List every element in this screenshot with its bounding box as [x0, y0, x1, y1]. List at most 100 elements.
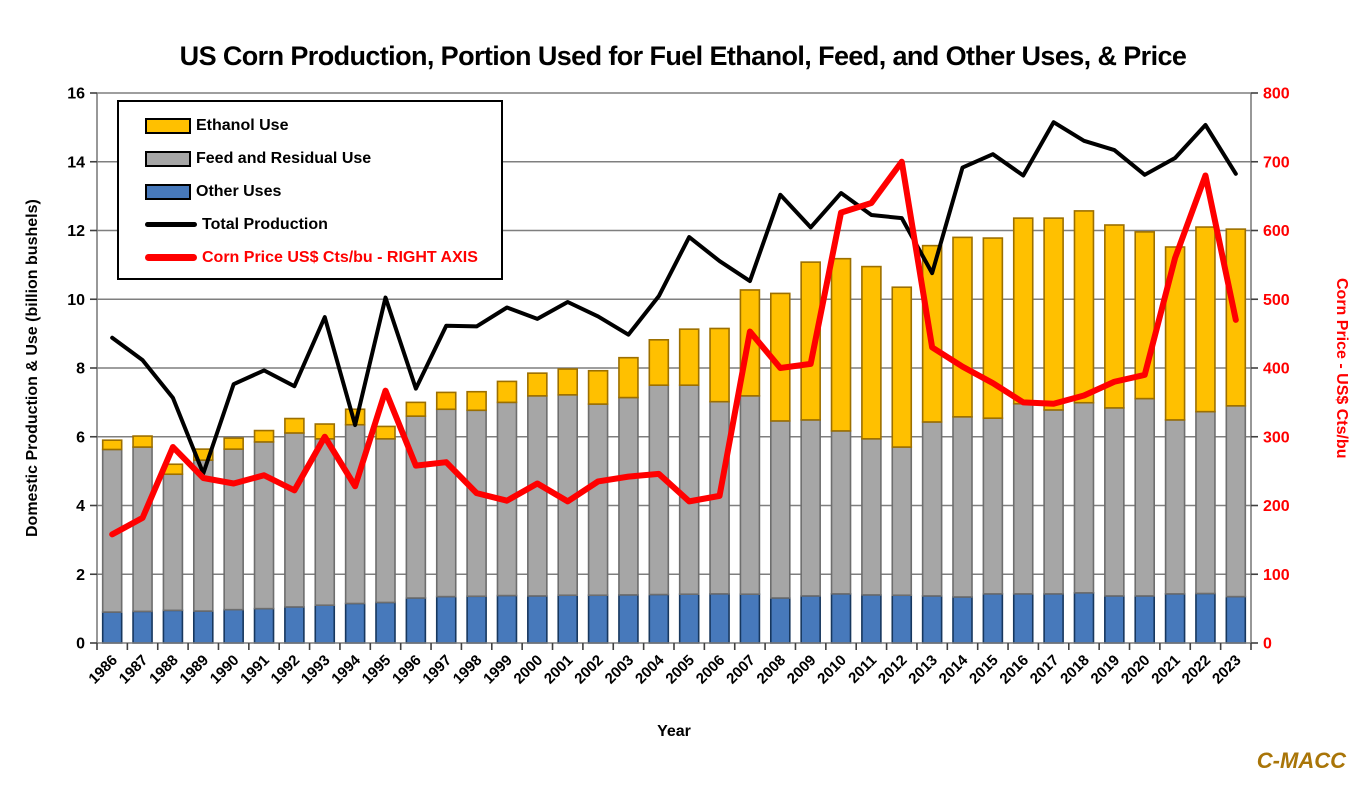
- x-axis-year-label: 2011: [845, 652, 880, 687]
- legend-box: Ethanol Use Feed and Residual Use Other Us…: [117, 100, 503, 280]
- bar-segment-feed-and-residual-use: [314, 438, 336, 606]
- x-axis-year-label: 2007: [723, 652, 759, 688]
- x-axis-year-label: 2021: [1148, 652, 1184, 688]
- bar-segment-other-uses: [830, 593, 852, 644]
- bar-segment-ethanol-use: [375, 425, 396, 440]
- x-axis-year-label: 1986: [85, 652, 121, 688]
- bar-segment-feed-and-residual-use: [284, 432, 305, 608]
- x-axis-year-label: 2019: [1088, 652, 1124, 688]
- bar-segment-other-uses: [375, 601, 396, 644]
- bar-segment-other-uses: [466, 595, 487, 644]
- bar-segment-ethanol-use: [253, 429, 275, 443]
- bar-segment-feed-and-residual-use: [162, 473, 184, 612]
- bar-segment-other-uses: [1073, 592, 1095, 644]
- x-axis-year-label: 1990: [207, 652, 243, 688]
- left-axis-title: Domestic Production & Use (billion bushe…: [24, 199, 41, 537]
- legend-item: Feed and Residual Use: [145, 142, 501, 175]
- watermark-logo: C-MACC: [1256, 748, 1346, 773]
- bar-segment-other-uses: [800, 595, 821, 644]
- bar-segment-feed-and-residual-use: [861, 438, 882, 596]
- x-axis-year-label: 2022: [1179, 652, 1215, 688]
- left-axis-tick-label: 4: [76, 498, 85, 515]
- x-axis-year-label: 1996: [389, 652, 425, 688]
- legend-line-swatch-total-production: [145, 222, 197, 227]
- bar-segment-feed-and-residual-use: [891, 446, 913, 597]
- bar-segment-other-uses: [648, 593, 670, 644]
- bar-segment-feed-and-residual-use: [1225, 405, 1247, 598]
- bar-segment-feed-and-residual-use: [1104, 407, 1125, 597]
- x-axis-year-label: 2023: [1209, 652, 1245, 688]
- bar-segment-other-uses: [618, 594, 639, 644]
- bar-segment-ethanol-use: [1104, 224, 1125, 409]
- bar-segment-ethanol-use: [952, 236, 973, 418]
- bar-segment-feed-and-residual-use: [648, 384, 670, 596]
- x-axis-year-label: 1997: [419, 652, 455, 688]
- bar-segment-other-uses: [1043, 593, 1064, 644]
- x-axis-title: Year: [657, 723, 691, 740]
- bar-segment-other-uses: [1134, 595, 1156, 644]
- bar-segment-other-uses: [162, 609, 184, 644]
- legend-label: Corn Price US$ Cts/bu - RIGHT AXIS: [202, 248, 478, 266]
- bar-segment-other-uses: [435, 595, 457, 644]
- x-axis-year-label: 1989: [176, 652, 212, 688]
- x-axis-year-label: 2004: [632, 651, 668, 687]
- bar-segment-ethanol-use: [891, 286, 913, 448]
- bar-segment-ethanol-use: [982, 237, 1004, 419]
- bar-segment-other-uses: [769, 597, 791, 644]
- x-axis-year-label: 1993: [298, 652, 334, 688]
- right-axis-tick-label: 500: [1263, 292, 1290, 309]
- x-axis-year-label: 2001: [541, 652, 577, 688]
- legend-item: Other Uses: [145, 175, 501, 208]
- bar-segment-other-uses: [982, 593, 1004, 644]
- legend-item: Corn Price US$ Cts/bu - RIGHT AXIS: [145, 241, 501, 274]
- bar-segment-ethanol-use: [1012, 217, 1034, 405]
- bar-segment-feed-and-residual-use: [1195, 410, 1216, 595]
- legend-line-swatch-corn-price-us-cts-bu-right-axis: [145, 254, 197, 261]
- bar-segment-feed-and-residual-use: [952, 416, 973, 598]
- bar-segment-other-uses: [678, 593, 700, 644]
- x-axis-year-label: 2008: [753, 652, 789, 688]
- bar-segment-ethanol-use: [800, 261, 821, 421]
- x-axis-year-label: 2016: [996, 652, 1032, 688]
- bar-segment-other-uses: [132, 610, 153, 644]
- right-axis-tick-label: 100: [1263, 567, 1290, 584]
- right-axis-tick-label: 200: [1263, 498, 1290, 515]
- x-axis-year-label: 2005: [662, 652, 698, 688]
- bar-segment-ethanol-use: [648, 339, 670, 386]
- bar-segment-feed-and-residual-use: [587, 403, 609, 597]
- bar-segment-feed-and-residual-use: [769, 420, 791, 599]
- x-axis-year-label: 1988: [146, 652, 182, 688]
- bar-segment-other-uses: [192, 610, 214, 644]
- right-axis-tick-label: 800: [1263, 86, 1290, 103]
- bar-segment-feed-and-residual-use: [982, 417, 1004, 595]
- x-axis-year-label: 2014: [936, 651, 972, 687]
- bar-segment-other-uses: [709, 593, 730, 644]
- bar-segment-other-uses: [952, 596, 973, 644]
- x-axis-year-label: 2002: [571, 652, 607, 688]
- bar-segment-ethanol-use: [1164, 246, 1186, 421]
- bar-segment-ethanol-use: [678, 328, 700, 386]
- bar-segment-feed-and-residual-use: [344, 423, 366, 605]
- bar-segment-feed-and-residual-use: [830, 430, 852, 595]
- bar-segment-feed-and-residual-use: [527, 395, 548, 597]
- bar-segment-other-uses: [921, 595, 943, 644]
- bar-segment-feed-and-residual-use: [1073, 401, 1095, 594]
- bar-segment-feed-and-residual-use: [739, 395, 761, 595]
- bar-segment-ethanol-use: [830, 257, 852, 432]
- bar-segment-other-uses: [314, 604, 336, 644]
- x-axis-year-label: 2013: [905, 652, 941, 688]
- bar-segment-ethanol-use: [1195, 226, 1216, 413]
- bar-segment-feed-and-residual-use: [1012, 402, 1034, 595]
- bar-segment-other-uses: [1104, 595, 1125, 644]
- bar-segment-feed-and-residual-use: [132, 446, 153, 613]
- bar-segment-ethanol-use: [557, 368, 579, 396]
- bar-segment-feed-and-residual-use: [1164, 419, 1186, 595]
- x-axis-year-label: 1991: [237, 652, 273, 688]
- bar-segment-other-uses: [861, 594, 882, 644]
- legend-label: Total Production: [202, 215, 328, 233]
- line-corn-price-us-cts-bu-right-axis: [109, 158, 1239, 538]
- right-axis-tick-label: 0: [1263, 636, 1272, 653]
- bar-segment-ethanol-use: [587, 369, 609, 405]
- bar-segment-ethanol-use: [101, 439, 123, 451]
